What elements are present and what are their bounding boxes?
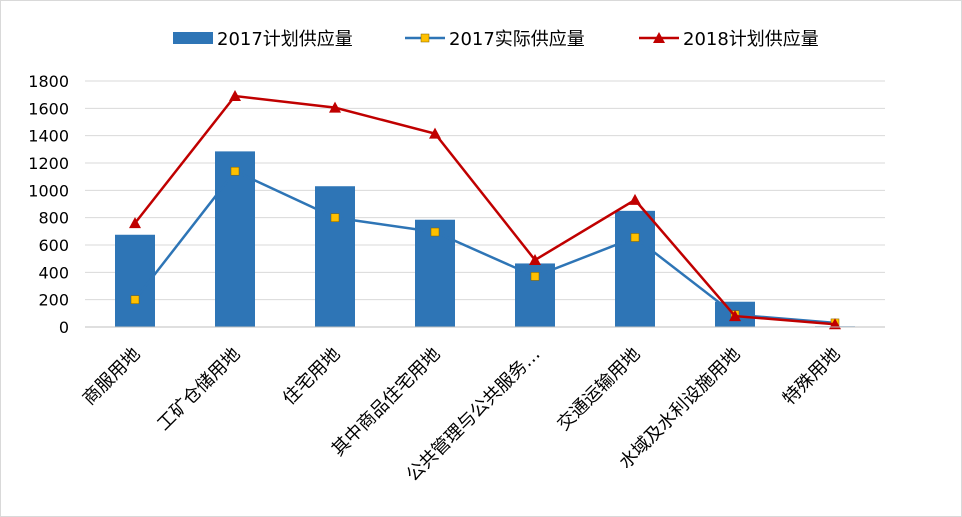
x-tick-label: 交通运输用地 [553,344,644,435]
y-tick-label: 800 [38,209,69,228]
legend-label: 2017实际供应量 [449,29,585,50]
bar [215,151,255,327]
y-tick-label: 1000 [28,181,69,200]
x-tick-label: 住宅用地 [279,344,345,410]
y-tick-label: 600 [38,236,69,255]
data-point [630,233,640,242]
grid [85,80,885,328]
data-point [330,213,340,222]
data-point [429,127,441,139]
legend: 2017计划供应量 2017实际供应量 2018计划供应量 [173,29,819,50]
y-tick-label: 1200 [28,154,69,173]
data-point [629,193,641,205]
data-point [430,227,440,237]
data-point [529,254,541,266]
y-tick-label: 400 [38,263,69,282]
x-tick-label: 特殊用地 [779,344,845,410]
y-tick-label: 0 [59,318,69,337]
bars [115,151,855,327]
lines [129,90,841,330]
data-point [729,310,741,322]
legend-swatch [173,32,213,44]
y-axis: 0 200 400 600 800 1000 1200 1400 1600 1800 [28,72,69,337]
bar [615,210,655,327]
data-point [329,101,341,113]
data-point [530,272,540,281]
data-point [130,295,140,304]
series-line-2018-planned [134,94,836,326]
data-point [129,217,141,229]
x-tick-label: 商服用地 [79,344,145,410]
legend-marker [653,32,665,43]
legend-marker [420,33,430,43]
y-tick-label: 1800 [28,72,69,91]
bar [315,186,355,327]
y-tick-label: 200 [38,291,69,310]
data-point [229,90,241,102]
legend-label: 2018计划供应量 [683,29,819,50]
data-point [230,166,240,176]
y-tick-label: 1400 [28,127,69,146]
series-line-2017-actual [134,169,836,325]
legend-label: 2017计划供应量 [217,29,353,50]
y-tick-label: 1600 [28,99,69,118]
x-tick-label: 其中商品住宅用地 [328,344,445,461]
x-tick-label: 工矿仓储用地 [153,344,244,435]
